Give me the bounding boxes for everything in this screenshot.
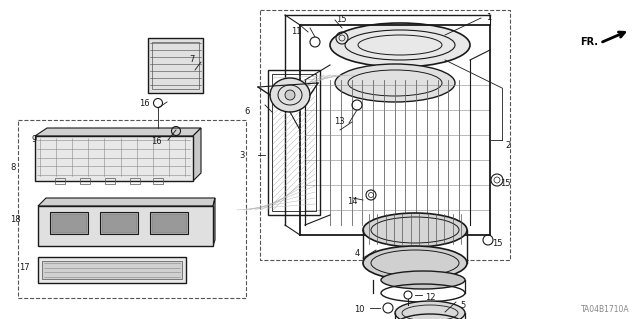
Polygon shape [35, 128, 201, 136]
Text: 1: 1 [486, 13, 492, 23]
Text: 2: 2 [505, 140, 510, 150]
Text: 13: 13 [334, 117, 345, 127]
Ellipse shape [335, 64, 455, 102]
Ellipse shape [381, 271, 465, 289]
Bar [272, 74, 316, 211]
Ellipse shape [285, 90, 295, 100]
Text: 16: 16 [152, 137, 162, 146]
Bar [50, 212, 88, 234]
Text: 4: 4 [355, 249, 360, 257]
Bar [18, 120, 246, 298]
Ellipse shape [363, 246, 467, 280]
Text: 6: 6 [244, 108, 250, 116]
Bar [150, 212, 188, 234]
Text: 15: 15 [336, 16, 346, 25]
Text: 7: 7 [189, 56, 195, 64]
Text: TA04B1710A: TA04B1710A [581, 306, 630, 315]
Polygon shape [193, 128, 201, 181]
Text: 15: 15 [500, 180, 511, 189]
Ellipse shape [270, 78, 310, 112]
Polygon shape [38, 198, 215, 206]
Bar [153, 178, 163, 184]
Text: 3: 3 [239, 151, 245, 160]
Bar [130, 178, 140, 184]
Bar [55, 178, 65, 184]
Text: 9: 9 [32, 136, 37, 145]
Bar [152, 42, 199, 89]
Bar [52, 214, 86, 232]
Bar [102, 214, 136, 232]
Polygon shape [213, 198, 215, 246]
Bar [38, 206, 213, 246]
Text: 11: 11 [291, 27, 302, 36]
Text: 18: 18 [10, 216, 20, 225]
Text: 8: 8 [10, 164, 15, 173]
Text: 10: 10 [355, 306, 365, 315]
Bar [80, 178, 90, 184]
Text: 17: 17 [19, 263, 30, 272]
Text: FR.: FR. [580, 37, 598, 47]
Bar [42, 261, 182, 279]
Bar [148, 38, 203, 93]
Ellipse shape [330, 23, 470, 67]
Bar [100, 212, 138, 234]
Text: 16: 16 [140, 100, 150, 108]
Bar [268, 70, 320, 215]
Bar [35, 136, 193, 181]
Text: 14: 14 [348, 197, 358, 206]
Text: 5: 5 [460, 300, 465, 309]
Bar [260, 10, 510, 260]
Bar [152, 214, 186, 232]
Text: 12: 12 [425, 293, 435, 301]
Ellipse shape [395, 301, 465, 319]
Text: 15: 15 [492, 240, 502, 249]
Ellipse shape [363, 213, 467, 247]
Bar [38, 257, 186, 283]
Bar [105, 178, 115, 184]
